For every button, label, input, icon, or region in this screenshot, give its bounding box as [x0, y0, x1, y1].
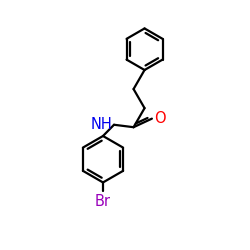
Text: Br: Br	[95, 194, 111, 209]
Text: NH: NH	[90, 117, 112, 132]
Text: O: O	[154, 111, 166, 126]
